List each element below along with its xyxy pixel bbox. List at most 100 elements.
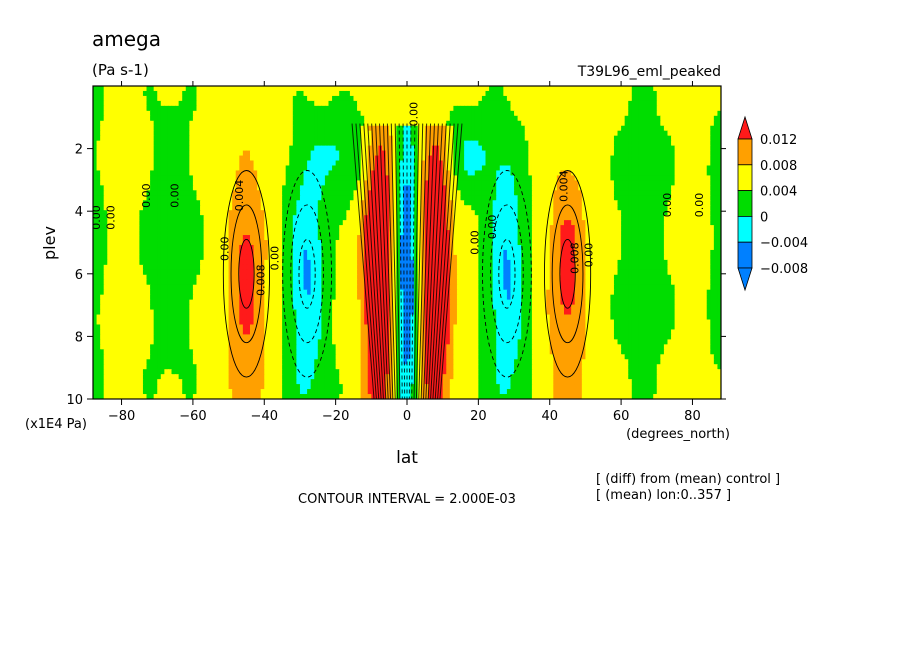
field-cell — [303, 200, 308, 206]
field-cell — [460, 125, 465, 132]
field-cell — [289, 180, 294, 186]
field-cell — [474, 125, 479, 132]
field-cell — [503, 160, 508, 167]
field-cell — [153, 155, 158, 162]
field-cell — [353, 145, 358, 152]
field-cell — [485, 120, 490, 127]
field-cell — [114, 135, 119, 142]
field-cell — [135, 220, 140, 226]
field-cell — [581, 140, 587, 147]
field-cell — [506, 120, 512, 127]
field-cell — [146, 120, 151, 127]
field-cell — [157, 120, 162, 127]
field-cell — [656, 105, 661, 112]
field-cell — [660, 100, 665, 107]
field-cell — [517, 135, 522, 142]
field-cell — [349, 155, 355, 162]
field-cell — [703, 125, 708, 132]
field-cell — [310, 135, 315, 142]
field-cell — [713, 210, 719, 216]
field-cell — [685, 130, 690, 137]
field-cell — [460, 100, 465, 107]
field-cell — [407, 150, 412, 157]
field-cell — [185, 140, 190, 147]
field-cell — [453, 125, 458, 132]
field-cell — [424, 115, 430, 122]
field-cell — [503, 170, 508, 177]
field-cell — [171, 95, 176, 102]
field-cell — [439, 175, 444, 181]
field-cell — [703, 205, 708, 211]
field-cell — [685, 100, 690, 107]
field-cell — [160, 215, 165, 221]
field-cell — [310, 180, 315, 186]
field-cell — [242, 215, 248, 221]
field-cell — [485, 170, 490, 177]
field-cell — [603, 125, 608, 132]
field-cell — [317, 215, 322, 221]
field-cell — [496, 195, 501, 201]
field-cell — [107, 225, 112, 231]
field-cell — [139, 180, 144, 186]
field-cell — [539, 140, 544, 147]
field-cell — [253, 120, 258, 127]
field-cell — [332, 95, 337, 102]
field-cell — [217, 190, 223, 196]
field-cell — [189, 125, 194, 132]
field-cell — [410, 135, 415, 142]
field-cell — [389, 86, 394, 92]
field-cell — [342, 195, 347, 201]
field-cell — [328, 115, 333, 122]
field-cell — [546, 175, 551, 181]
field-cell — [703, 215, 708, 221]
field-cell — [335, 180, 340, 186]
field-cell — [299, 86, 305, 92]
field-cell — [610, 140, 615, 147]
field-cell — [539, 190, 544, 196]
field-cell — [96, 185, 101, 191]
field-cell — [128, 185, 133, 191]
field-cell — [257, 110, 262, 117]
field-cell — [221, 195, 226, 201]
field-cell — [535, 100, 540, 107]
field-cell — [139, 200, 144, 206]
field-cell — [410, 130, 415, 137]
field-cell — [474, 175, 479, 181]
field-cell — [346, 100, 351, 107]
field-cell — [232, 150, 237, 157]
field-cell — [638, 175, 644, 181]
field-cell — [678, 125, 683, 132]
field-cell — [553, 140, 558, 147]
field-cell — [613, 110, 619, 117]
field-cell — [175, 90, 180, 97]
field-cell — [364, 205, 369, 211]
field-cell — [317, 145, 322, 152]
field-cell — [489, 90, 494, 97]
field-cell — [392, 86, 397, 92]
field-cell — [417, 105, 422, 112]
field-cell — [153, 185, 158, 191]
field-cell — [257, 205, 262, 211]
field-cell — [271, 190, 276, 196]
field-cell — [453, 86, 458, 92]
field-cell — [553, 220, 558, 226]
field-cell — [364, 90, 369, 97]
field-cell — [646, 135, 651, 142]
field-cell — [207, 190, 212, 196]
field-cell — [160, 150, 165, 157]
field-cell — [217, 215, 223, 221]
field-cell — [203, 205, 208, 211]
field-cell — [481, 110, 487, 117]
field-cell — [524, 120, 529, 127]
field-cell — [93, 165, 98, 172]
field-cell — [282, 90, 287, 97]
field-cell — [549, 190, 554, 196]
field-cell — [442, 110, 447, 117]
field-cell — [221, 145, 226, 152]
field-cell — [674, 165, 679, 172]
field-cell — [696, 110, 701, 117]
field-cell — [139, 86, 144, 92]
field-cell — [617, 90, 622, 97]
field-cell — [549, 220, 554, 226]
field-cell — [392, 135, 397, 142]
